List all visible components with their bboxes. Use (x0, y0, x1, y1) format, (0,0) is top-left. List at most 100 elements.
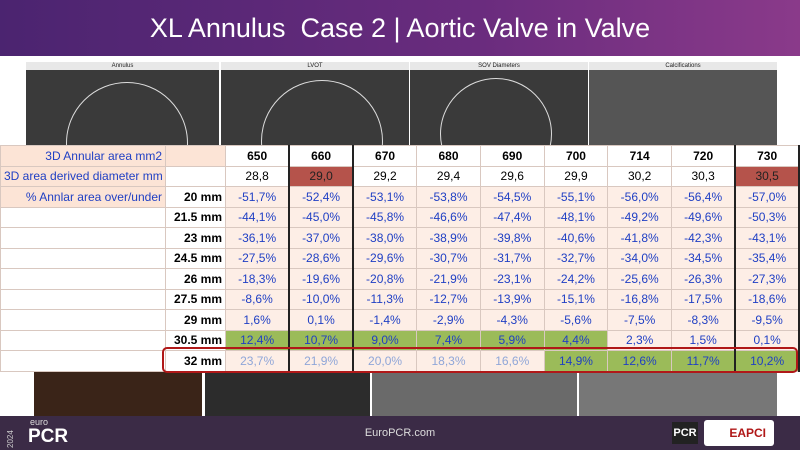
area-cell: 650 (225, 145, 290, 167)
scan-panel: Annulus (26, 62, 219, 146)
value-cell: -39,8% (479, 227, 545, 249)
valve-size: 26 mm (165, 268, 226, 290)
value-cell: -15,1% (543, 288, 609, 310)
value-cell: -11,3% (352, 288, 418, 310)
scan-panel: LVOT (221, 62, 409, 146)
table-row: 3D Annular area mm2 650 660 670 680 690 700 714… (0, 145, 800, 167)
scan-lower (579, 370, 777, 416)
value-cell: -19,6% (288, 268, 354, 290)
diameter-cell: 28,8 (225, 165, 290, 187)
panel-caption: LVOT (221, 62, 409, 70)
value-cell: -56,4% (671, 186, 736, 208)
value-cell: -45,8% (352, 206, 418, 228)
area-cell: 680 (416, 145, 481, 167)
row-label: % Annlar area over/under (0, 186, 166, 208)
value-cell: -17,5% (671, 288, 736, 310)
panel-caption: Annulus (26, 62, 219, 70)
scan-lower (205, 370, 370, 416)
value-cell: -5,6% (543, 309, 609, 331)
panel-caption: SOV Diameters (410, 62, 588, 70)
value-cell: -45,0% (288, 206, 354, 228)
value-cell: -47,4% (479, 206, 545, 228)
value-cell: 7,4% (416, 329, 481, 351)
logo-euro: euro (30, 417, 49, 427)
value-cell: -24,2% (543, 268, 609, 290)
table-row: % Annlar area over/under 20 mm -51,7% -52,4… (0, 186, 800, 208)
empty-cell (0, 247, 166, 269)
sizing-table: 3D Annular area mm2 650 660 670 680 690 700 714… (0, 145, 800, 372)
value-cell: -41,8% (607, 227, 673, 249)
area-cell: 670 (352, 145, 418, 167)
value-cell: 1,6% (225, 309, 290, 331)
value-cell: -8,3% (671, 309, 736, 331)
panel-caption: Calcifications (589, 62, 777, 70)
valve-size: 21.5 mm (165, 206, 226, 228)
diameter-cell: 30,3 (671, 165, 736, 187)
value-cell: 0,1% (288, 309, 354, 331)
value-cell: 0,1% (734, 329, 800, 351)
value-cell: 20,0% (352, 350, 418, 372)
table-row: 23 mm -36,1% -37,0% -38,0% -38,9% -39,8% -40,6… (0, 227, 800, 249)
empty-cell (0, 206, 166, 228)
value-cell: 11,7% (671, 350, 736, 372)
empty-cell (0, 227, 166, 249)
area-cell: 720 (671, 145, 736, 167)
value-cell: -10,0% (288, 288, 354, 310)
value-cell: -4,3% (479, 309, 545, 331)
value-cell: -30,7% (416, 247, 481, 269)
value-cell: -55,1% (543, 186, 609, 208)
diameter-cell: 30,5 (734, 165, 800, 187)
value-cell: -42,3% (671, 227, 736, 249)
value-cell: -40,6% (543, 227, 609, 249)
value-cell: -27,5% (225, 247, 290, 269)
diameter-cell: 29,2 (352, 165, 418, 187)
value-cell: -49,6% (671, 206, 736, 228)
empty-cell (0, 329, 166, 351)
value-cell: -48,1% (543, 206, 609, 228)
value-cell: -8,6% (225, 288, 290, 310)
value-cell: -1,4% (352, 309, 418, 331)
value-cell: -18,6% (734, 288, 800, 310)
table-row: 32 mm 23,7% 21,9% 20,0% 18,3% 16,6% 14,9% 12,6%… (0, 350, 800, 372)
table-row: 3D area derived diameter mm 28,8 29,0 29,2 2… (0, 165, 800, 187)
header-bar (0, 0, 800, 56)
value-cell: -27,3% (734, 268, 800, 290)
value-cell: -13,9% (479, 288, 545, 310)
row-label: 3D Annular area mm2 (0, 145, 166, 167)
value-cell: -16,8% (607, 288, 673, 310)
value-cell: -32,7% (543, 247, 609, 269)
value-cell: -34,5% (671, 247, 736, 269)
value-cell: 1,5% (671, 329, 736, 351)
value-cell: 21,9% (288, 350, 354, 372)
empty-cell (0, 288, 166, 310)
table-row: 29 mm 1,6% 0,1% -1,4% -2,9% -4,3% -5,6% -7,5% -8… (0, 309, 800, 331)
scan-panel: SOV Diameters (410, 62, 588, 146)
value-cell: -18,3% (225, 268, 290, 290)
diameter-cell: 30,2 (607, 165, 673, 187)
value-cell: -53,8% (416, 186, 481, 208)
diameter-cell: 29,9 (543, 165, 609, 187)
row-highlight (162, 347, 798, 373)
table-row: 21.5 mm -44,1% -45,0% -45,8% -46,6% -47,4% -48… (0, 206, 800, 228)
value-cell: -26,3% (671, 268, 736, 290)
value-cell: -35,4% (734, 247, 800, 269)
slide-title: XL Annulus Case 2 | Aortic Valve in Valv… (149, 13, 651, 43)
area-cell: 700 (543, 145, 609, 167)
area-cell: 730 (734, 145, 800, 167)
footer-url: EuroPCR.com (364, 427, 436, 439)
empty-cell (0, 309, 166, 331)
scan-lower (372, 370, 577, 416)
value-cell: -52,4% (288, 186, 354, 208)
diameter-cell: 29,4 (416, 165, 481, 187)
empty-cell (165, 145, 226, 167)
valve-size: 24.5 mm (165, 247, 226, 269)
footer-bar (0, 416, 800, 450)
scan-lower (34, 370, 202, 416)
empty-cell (165, 165, 226, 187)
area-cell: 690 (479, 145, 545, 167)
value-cell: -25,6% (607, 268, 673, 290)
value-cell: -28,6% (288, 247, 354, 269)
table-row: 24.5 mm -27,5% -28,6% -29,6% -30,7% -31,7% -32… (0, 247, 800, 269)
diameter-cell: 29,6 (479, 165, 545, 187)
